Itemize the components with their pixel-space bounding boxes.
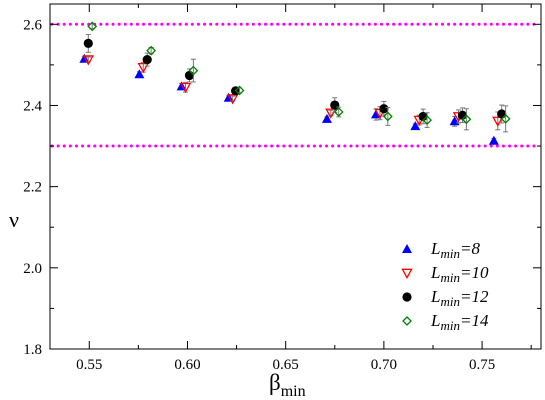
y-tick-label: 2.6 bbox=[23, 17, 42, 33]
data-point bbox=[234, 85, 245, 96]
data-point bbox=[184, 70, 195, 81]
y-tick-label: 1.8 bbox=[23, 342, 42, 358]
legend-label-sub: min bbox=[440, 294, 460, 309]
legend-label-suffix: =14 bbox=[460, 311, 489, 330]
series-1 bbox=[79, 53, 499, 145]
y-tick-label: 2.4 bbox=[23, 98, 42, 114]
legend-marker bbox=[402, 292, 412, 302]
x-axis-label: βmin bbox=[269, 370, 306, 400]
series-4 bbox=[87, 21, 511, 133]
data-point bbox=[461, 114, 472, 125]
legend-label: Lmin=12 bbox=[430, 287, 489, 309]
plot-frame bbox=[49, 3, 542, 350]
data-point bbox=[83, 38, 93, 48]
data-point bbox=[418, 111, 428, 122]
legend-item-4: Lmin=14 bbox=[402, 311, 489, 333]
data-point bbox=[410, 121, 421, 131]
axis-ticks: 0.55 0.60 0.65 0.70 0.75 1.8 2.0 2.2 2.4 2.6 bbox=[23, 4, 541, 373]
legend-label-sub: min bbox=[440, 318, 460, 333]
data-point bbox=[87, 21, 98, 32]
legend-label: Lmin=14 bbox=[430, 311, 489, 333]
y-tick-label: 2.0 bbox=[23, 261, 42, 277]
y-axis-label: ν bbox=[9, 207, 19, 232]
data-point bbox=[382, 111, 393, 122]
x-axis-label-main: β bbox=[269, 370, 281, 395]
legend-label-main: L bbox=[430, 239, 440, 258]
data-point bbox=[379, 104, 389, 114]
data-point bbox=[82, 55, 95, 66]
data-point bbox=[497, 109, 507, 119]
legend-label-main: L bbox=[430, 287, 440, 306]
y-tick-label: 2.2 bbox=[23, 180, 42, 196]
data-point bbox=[325, 108, 337, 119]
data-point bbox=[188, 65, 199, 76]
data-point bbox=[142, 55, 152, 65]
x-tick-label: 0.65 bbox=[273, 357, 299, 373]
data-point bbox=[333, 107, 344, 117]
legend-marker bbox=[402, 244, 412, 253]
x-tick-label: 0.70 bbox=[371, 357, 397, 373]
legend-label-main: L bbox=[430, 311, 440, 330]
x-axis-label-sub: min bbox=[281, 383, 306, 400]
reference-lines bbox=[50, 22, 541, 148]
legend-label-sub: min bbox=[440, 246, 460, 261]
legend-label-main: L bbox=[430, 263, 440, 282]
x-tick-label: 0.60 bbox=[174, 357, 200, 373]
legend-item-3: Lmin=12 bbox=[402, 287, 489, 309]
legend-label: Lmin=10 bbox=[430, 263, 489, 285]
data-point bbox=[137, 62, 149, 74]
data-point bbox=[488, 135, 499, 145]
data-point bbox=[179, 82, 192, 94]
data-point bbox=[492, 116, 504, 127]
legend-item-2: Lmin=10 bbox=[401, 263, 489, 285]
series-2 bbox=[82, 55, 504, 131]
x-tick-label: 0.75 bbox=[469, 357, 495, 373]
legend-item-1: Lmin=8 bbox=[402, 239, 480, 261]
legend-marker bbox=[402, 316, 412, 326]
data-point bbox=[146, 45, 157, 56]
data-point bbox=[321, 113, 332, 123]
legend-label-suffix: =12 bbox=[460, 287, 489, 306]
legend-label-suffix: =8 bbox=[460, 239, 480, 258]
legend-label-sub: min bbox=[440, 270, 460, 285]
series-3 bbox=[83, 33, 507, 125]
series-layer bbox=[79, 21, 511, 145]
data-point bbox=[422, 115, 433, 126]
data-point bbox=[134, 69, 145, 79]
data-point bbox=[500, 113, 511, 124]
legend-label: Lmin=8 bbox=[430, 239, 480, 261]
legend-label-suffix: =10 bbox=[460, 263, 489, 282]
x-tick-label: 0.55 bbox=[76, 357, 102, 373]
legend-marker bbox=[401, 268, 413, 279]
data-point bbox=[226, 94, 239, 105]
